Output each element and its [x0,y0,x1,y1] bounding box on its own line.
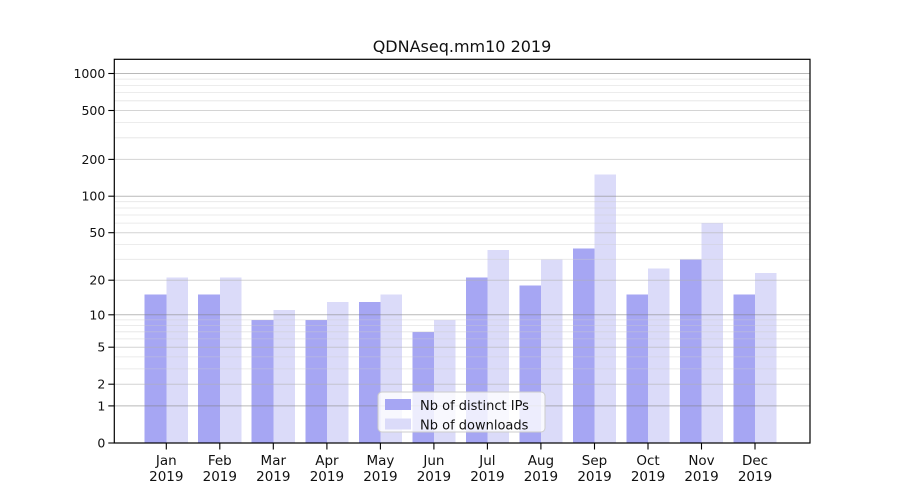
gridlines-layer [114,73,810,407]
y-tick-label-100: 100 [81,189,105,204]
x-tick-label-month-feb: Feb [208,453,232,469]
x-tick-label-year-jul: 2019 [470,469,504,485]
bar-mar-downloads [273,310,295,443]
y-tick-label-200: 200 [81,152,105,167]
plot-border [113,58,811,444]
y-tick-label-500: 500 [81,103,105,118]
legend-label-distinct-ips: Nb of distinct IPs [420,399,529,414]
bar-sep-downloads [594,174,617,443]
legend-swatch-downloads-icon [385,418,411,430]
bar-apr-downloads [326,301,349,443]
x-tick-label-month-may: May [366,453,394,469]
bar-nov-distinct-ips [679,259,702,443]
x-tick-label-year-may: 2019 [363,469,397,485]
y-tick-label-1000: 1000 [73,66,105,81]
x-tick-label-year-feb: 2019 [203,469,237,485]
y-tick-label-20: 20 [89,273,105,288]
bar-apr-distinct-ips [305,319,327,443]
x-tick-label-year-aug: 2019 [524,469,558,485]
x-tick-label-month-aug: Aug [528,453,554,469]
legend-swatch-distinct-ips-icon [385,399,411,410]
bar-dec-downloads [755,273,777,443]
y-tick-label-50: 50 [89,225,105,240]
x-tick-label-year-sep: 2019 [577,469,611,485]
y-tick-label-10: 10 [89,307,105,322]
x-tick-label-year-nov: 2019 [684,469,718,485]
legend-label-downloads: Nb of downloads [420,419,529,434]
x-tick-label-year-apr: 2019 [310,469,344,485]
y-tick-label-5: 5 [97,340,105,355]
x-tick-label-month-jun: Jun [422,453,444,469]
bar-nov-downloads [701,223,724,443]
x-tick-label-month-jan: Jan [155,453,177,469]
y-tick-label-1: 1 [97,398,105,413]
y-axis: 0 1 2 5 10 20 50 100 200 500 1000 [73,66,115,451]
y-tick-label-2: 2 [97,377,105,392]
x-tick-label-month-apr: Apr [315,453,339,469]
legend: Nb of distinct IPs Nb of downloads [377,391,546,434]
y-tick-label-0: 0 [97,436,105,451]
bar-sep-distinct-ips [572,248,595,443]
bar-may-distinct-ips [358,301,381,443]
x-tick-label-month-jul: Jul [478,453,495,469]
legend-box [377,391,546,433]
x-tick-label-year-jun: 2019 [417,469,451,485]
bar-aug-downloads [540,259,563,443]
x-tick-label-year-jan: 2019 [149,469,183,485]
x-tick-label-year-mar: 2019 [256,469,290,485]
x-tick-label-year-oct: 2019 [631,469,665,485]
x-tick-label-month-sep: Sep [582,453,607,469]
bar-mar-distinct-ips [251,319,274,443]
x-tick-label-month-oct: Oct [636,453,659,469]
x-tick-label-year-dec: 2019 [738,469,772,485]
x-tick-label-month-mar: Mar [261,453,287,469]
chart-title: QDNAseq.mm10 2019 [373,37,552,56]
bar-oct-downloads [648,268,670,443]
bar-jan-downloads [166,277,188,443]
x-tick-label-month-dec: Dec [742,453,768,469]
x-axis: Jan2019Feb2019Mar2019Apr2019May2019Jun20… [149,443,772,485]
x-tick-label-month-nov: Nov [688,453,714,469]
bar-feb-downloads [219,277,242,443]
